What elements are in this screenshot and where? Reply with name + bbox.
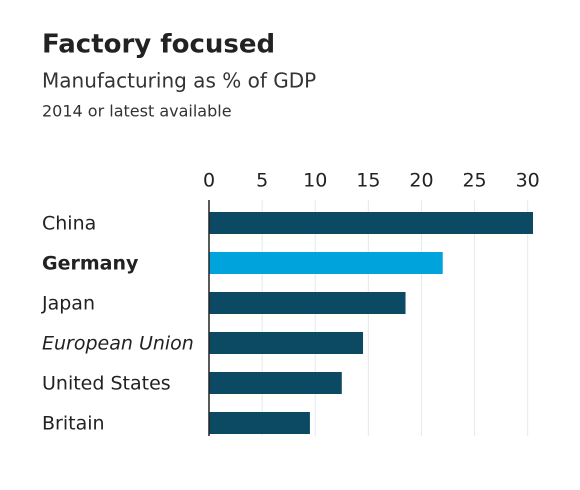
x-tick-label: 30 (516, 170, 540, 192)
category-label: Britain (42, 413, 105, 435)
category-label: China (42, 213, 96, 235)
bar (209, 372, 342, 394)
x-tick-label: 20 (409, 170, 433, 192)
x-tick-label: 25 (462, 170, 486, 192)
x-tick-label: 5 (256, 170, 268, 192)
bar (209, 332, 364, 354)
bar (209, 212, 533, 234)
chart-subtitle: Manufacturing as % of GDP (42, 69, 316, 93)
category-label: European Union (42, 333, 194, 355)
category-label: Japan (41, 293, 95, 315)
bar (209, 412, 310, 434)
bar (209, 252, 443, 274)
category-label: United States (42, 373, 171, 395)
x-tick-label: 0 (203, 170, 215, 192)
category-label: Germany (42, 253, 139, 275)
x-tick-label: 10 (303, 170, 327, 192)
chart-note: 2014 or latest available (42, 102, 232, 121)
chart-title: Factory focused (42, 30, 275, 60)
bar (209, 292, 406, 314)
x-tick-label: 15 (356, 170, 380, 192)
